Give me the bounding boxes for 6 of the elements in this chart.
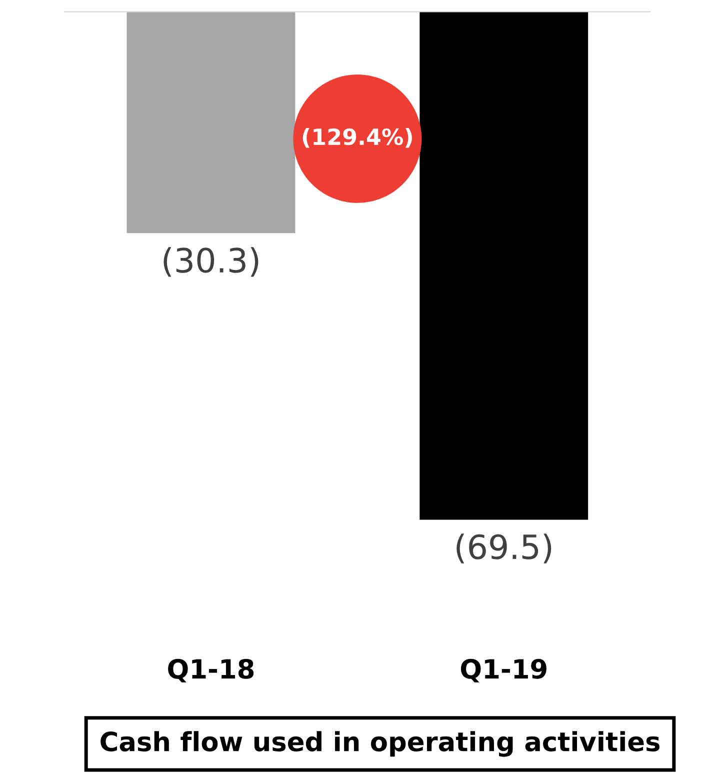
annotation: (129.4%): [302, 128, 412, 148]
text: Cash flow used in operating activities: [100, 731, 660, 757]
x-tick-label: Q1-18: [168, 658, 254, 682]
x-tick-label: Q1-19: [460, 658, 546, 682]
data-label: (69.5): [456, 534, 552, 564]
data-label: (30.3): [164, 247, 258, 277]
